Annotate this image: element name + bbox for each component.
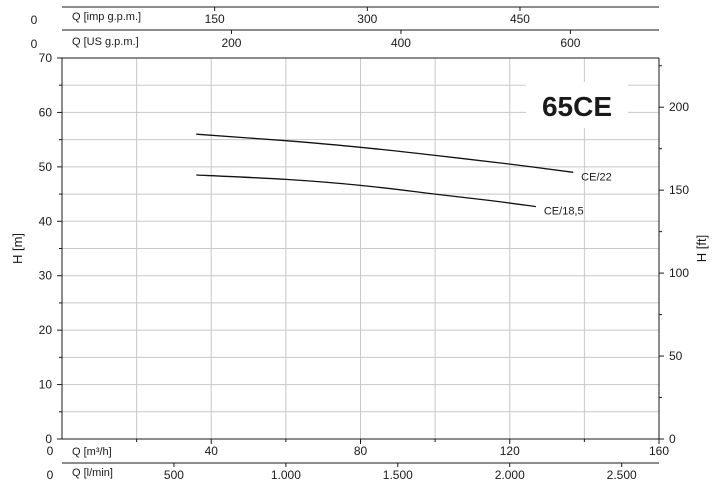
labels: 0 10 20 30 40 50 60 70 H [m] 0 50 100 150 200 H [ft] 0 Q… — [10, 11, 709, 482]
top-imp-tick-label: 450 — [510, 12, 530, 26]
left-tick-label: 30 — [39, 269, 53, 283]
series-label-2: CE/18,5 — [544, 206, 584, 218]
bottom-lmin-tick-label: 2.500 — [607, 468, 637, 482]
right-axis-title: H [ft] — [694, 235, 709, 262]
series-label-1: CE/22 — [581, 171, 612, 183]
top-us-tick-label: 400 — [391, 36, 411, 50]
right-tick-label: 150 — [669, 183, 689, 197]
bottom-lmin-title: Q [l/min] — [72, 467, 113, 479]
grid — [62, 58, 659, 439]
bottom-lmin-tick-label: 2.000 — [495, 468, 525, 482]
series — [196, 133, 574, 208]
bottom-m3h-tick-label: 120 — [500, 444, 520, 458]
bottom-lmin-tick-label: 1.000 — [271, 468, 301, 482]
top-imp-tick-label: 150 — [205, 12, 225, 26]
left-tick-label: 10 — [39, 378, 53, 392]
bottom-m3h-tick-label: 40 — [205, 444, 219, 458]
bottom-lmin-tick-label: 1.500 — [383, 468, 413, 482]
left-tick-label: 20 — [39, 323, 53, 337]
right-tick-label: 0 — [669, 432, 676, 446]
bottom-lmin-zero: 0 — [47, 468, 54, 482]
left-tick-label: 40 — [39, 214, 53, 228]
model-badge: 65CE — [542, 91, 612, 122]
bottom-m3h-tick-label: 80 — [354, 444, 368, 458]
left-axis-title: H [m] — [10, 233, 25, 264]
top-us-title: Q [US g.p.m.] — [72, 36, 139, 48]
bottom-m3h-title: Q [m³/h] — [72, 446, 112, 458]
left-tick-label: 70 — [39, 51, 53, 65]
top-imp-tick-label: 300 — [357, 12, 377, 26]
right-tick-label: 200 — [669, 100, 689, 114]
left-tick-label: 50 — [39, 160, 53, 174]
top-us-zero: 0 — [31, 37, 38, 51]
series-line-1 — [196, 133, 574, 173]
top-us-tick-label: 200 — [221, 36, 241, 50]
bottom-m3h-tick-label: 160 — [649, 444, 669, 458]
right-tick-label: 50 — [669, 349, 683, 363]
bottom-lmin-tick-label: 500 — [164, 468, 184, 482]
badge-background — [526, 82, 628, 128]
bottom-m3h-zero: 0 — [47, 444, 54, 458]
top-us-tick-label: 600 — [560, 36, 580, 50]
top-imp-zero: 0 — [31, 13, 38, 27]
left-tick-label: 0 — [45, 432, 52, 446]
right-tick-label: 100 — [669, 266, 689, 280]
top-imp-title: Q [imp g.p.m.] — [72, 11, 141, 23]
series-line-2 — [196, 174, 536, 208]
left-tick-label: 60 — [39, 105, 53, 119]
axes — [57, 6, 664, 467]
